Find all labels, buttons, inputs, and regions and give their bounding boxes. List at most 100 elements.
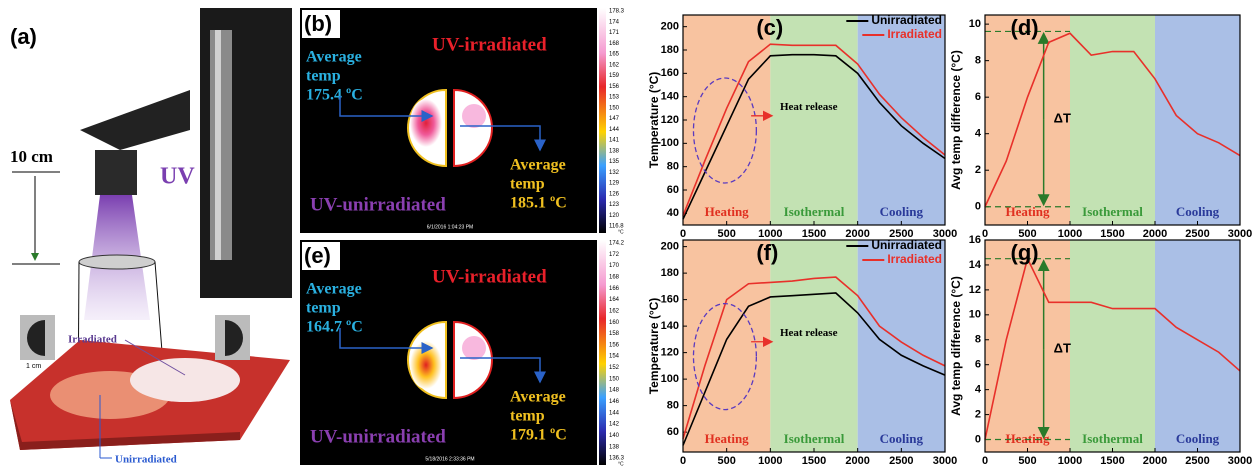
y-tick-label: 4 xyxy=(975,384,982,396)
right-average: 185.1 ºC xyxy=(510,195,567,212)
y-tick-label: 100 xyxy=(661,373,679,385)
x-tick-label: 1500 xyxy=(1100,228,1124,240)
colorbar-label: 164 xyxy=(609,297,620,303)
annotation: Heat release xyxy=(780,327,838,339)
region xyxy=(858,240,945,452)
x-tick-label: 2500 xyxy=(889,455,913,467)
colorbar-label: 165 xyxy=(609,52,620,58)
x-tick-label: 3000 xyxy=(1228,455,1252,467)
region-label: Cooling xyxy=(1176,431,1220,446)
y-axis-title: Temperature (°C) xyxy=(647,298,661,395)
figure: (a) 10 cm UV Irradiated Unirradiated 1 c… xyxy=(0,0,1255,470)
left-average: temp xyxy=(306,68,341,85)
colorbar-label: 146 xyxy=(609,399,620,405)
legend-label: Irradiated xyxy=(887,27,942,41)
y-tick-label: 180 xyxy=(661,267,679,279)
region xyxy=(1070,240,1155,452)
colorbar-label: 126 xyxy=(609,191,620,197)
apparatus xyxy=(10,8,292,458)
irradiated-label: Irradiated xyxy=(68,334,117,346)
x-tick-label: 0 xyxy=(680,455,686,467)
y-tick-label: 10 xyxy=(969,309,981,321)
x-tick-label: 0 xyxy=(982,228,988,240)
y-tick-label: 16 xyxy=(969,234,981,246)
irradiated-title: UV-irradiated xyxy=(432,266,547,287)
x-tick-label: 500 xyxy=(1018,228,1036,240)
y-tick-label: 8 xyxy=(975,334,981,346)
colorbar-label: 168 xyxy=(609,41,620,47)
panel-label: (d) xyxy=(1011,15,1039,40)
right-average: temp xyxy=(510,176,545,193)
right-average: Average xyxy=(510,389,566,406)
colorbar-label: 135 xyxy=(609,159,620,165)
y-tick-label: 4 xyxy=(975,128,982,140)
region-label: Cooling xyxy=(1176,204,1220,219)
colorbar-label: 158 xyxy=(609,331,620,337)
left-average: 175.4 ºC xyxy=(306,87,363,104)
region xyxy=(858,15,945,225)
colorbar xyxy=(599,240,606,465)
panel-label: (f) xyxy=(756,240,778,265)
y-tick-label: 8 xyxy=(975,55,981,67)
colorbar-label: 172 xyxy=(609,252,620,258)
region xyxy=(683,240,770,452)
colorbar-label: 168 xyxy=(609,275,620,281)
y-tick-label: 80 xyxy=(667,161,679,173)
y-tick-label: 0 xyxy=(975,433,981,445)
x-tick-label: 2000 xyxy=(845,455,869,467)
region-label: Isothermal xyxy=(1082,431,1143,446)
colorbar-label: 152 xyxy=(609,365,620,371)
x-tick-label: 500 xyxy=(717,455,735,467)
colorbar-label: 148 xyxy=(609,388,620,394)
y-axis-title: Avg temp difference (°C) xyxy=(949,50,963,190)
right-average: 179.1 ºC xyxy=(510,427,567,444)
colorbar-label: 156 xyxy=(609,84,620,90)
x-tick-label: 1000 xyxy=(758,228,782,240)
colorbar-label: 153 xyxy=(609,95,620,101)
uv-label: UV xyxy=(160,164,195,190)
colorbar-label: 123 xyxy=(609,202,620,208)
x-tick-label: 2500 xyxy=(1185,455,1209,467)
panel-label: (c) xyxy=(756,15,783,40)
unirradiated-title: UV-unirradiated xyxy=(310,426,446,447)
colorbar-label: 174.2 xyxy=(609,241,625,247)
left-average: Average xyxy=(306,281,362,298)
y-tick-label: 80 xyxy=(667,400,679,412)
size-label: 1 cm xyxy=(26,363,41,370)
colorbar xyxy=(599,8,606,233)
y-tick-label: 14 xyxy=(969,259,982,271)
y-tick-label: 140 xyxy=(661,320,679,332)
left-average: temp xyxy=(306,300,341,317)
colorbar-label: 166 xyxy=(609,286,620,292)
colorbar-label: 162 xyxy=(609,308,620,314)
panel-label: (a) xyxy=(10,24,37,49)
colorbar-label: 140 xyxy=(609,433,620,439)
y-tick-label: 12 xyxy=(969,284,981,296)
colorbar-label: 144 xyxy=(609,410,620,416)
colorbar-label: 178.3 xyxy=(609,9,625,15)
colorbar-label: 171 xyxy=(609,30,620,36)
left-average: Average xyxy=(306,49,362,66)
hot-spot xyxy=(410,99,442,147)
region-label: Heating xyxy=(705,431,750,446)
x-tick-label: 1000 xyxy=(1058,228,1082,240)
colorbar-label: 138 xyxy=(609,148,620,154)
y-tick-label: 60 xyxy=(667,184,679,196)
colorbar-label: 129 xyxy=(609,181,620,187)
colorbar-label: 156 xyxy=(609,342,620,348)
panel-label: (b) xyxy=(304,11,332,36)
colorbar-label: 174 xyxy=(609,19,620,25)
y-tick-label: 10 xyxy=(969,18,981,30)
region xyxy=(683,15,770,225)
y-tick-label: 200 xyxy=(661,21,679,33)
unirradiated-title: UV-unirradiated xyxy=(310,194,446,215)
y-tick-label: 120 xyxy=(661,347,679,359)
x-tick-label: 2000 xyxy=(845,228,869,240)
y-tick-label: 140 xyxy=(661,91,679,103)
y-tick-label: 60 xyxy=(667,426,679,438)
x-tick-label: 1500 xyxy=(802,455,826,467)
y-tick-label: 6 xyxy=(975,359,981,371)
x-tick-label: 1500 xyxy=(802,228,826,240)
y-tick-label: 0 xyxy=(975,201,981,213)
x-tick-label: 1000 xyxy=(758,455,782,467)
